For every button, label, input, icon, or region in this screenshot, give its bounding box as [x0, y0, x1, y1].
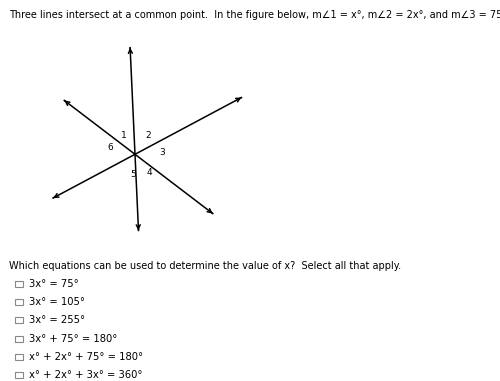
Text: 2: 2 — [145, 131, 150, 140]
Bar — [15, 281, 23, 287]
Text: 6: 6 — [108, 143, 114, 152]
Text: 1: 1 — [122, 131, 127, 139]
Text: x° + 2x° + 3x° = 360°: x° + 2x° + 3x° = 360° — [29, 370, 142, 380]
Text: 3x° = 75°: 3x° = 75° — [29, 279, 79, 289]
Bar — [15, 354, 23, 360]
Text: Three lines intersect at a common point.  In the figure below, m∠1 = x°, m∠2 = 2: Three lines intersect at a common point.… — [9, 10, 500, 19]
Text: 3x° = 105°: 3x° = 105° — [29, 297, 85, 307]
Bar — [15, 336, 23, 342]
Text: 4: 4 — [147, 168, 152, 176]
Bar — [15, 299, 23, 305]
Text: x° + 2x° + 75° = 180°: x° + 2x° + 75° = 180° — [29, 352, 143, 362]
Text: 3: 3 — [160, 148, 166, 157]
Text: 5: 5 — [130, 170, 136, 179]
Text: 3x° = 255°: 3x° = 255° — [29, 315, 85, 325]
Text: Which equations can be used to determine the value of x?  Select all that apply.: Which equations can be used to determine… — [9, 261, 401, 271]
Bar — [15, 317, 23, 323]
Bar — [15, 372, 23, 378]
Text: 3x° + 75° = 180°: 3x° + 75° = 180° — [29, 334, 118, 344]
